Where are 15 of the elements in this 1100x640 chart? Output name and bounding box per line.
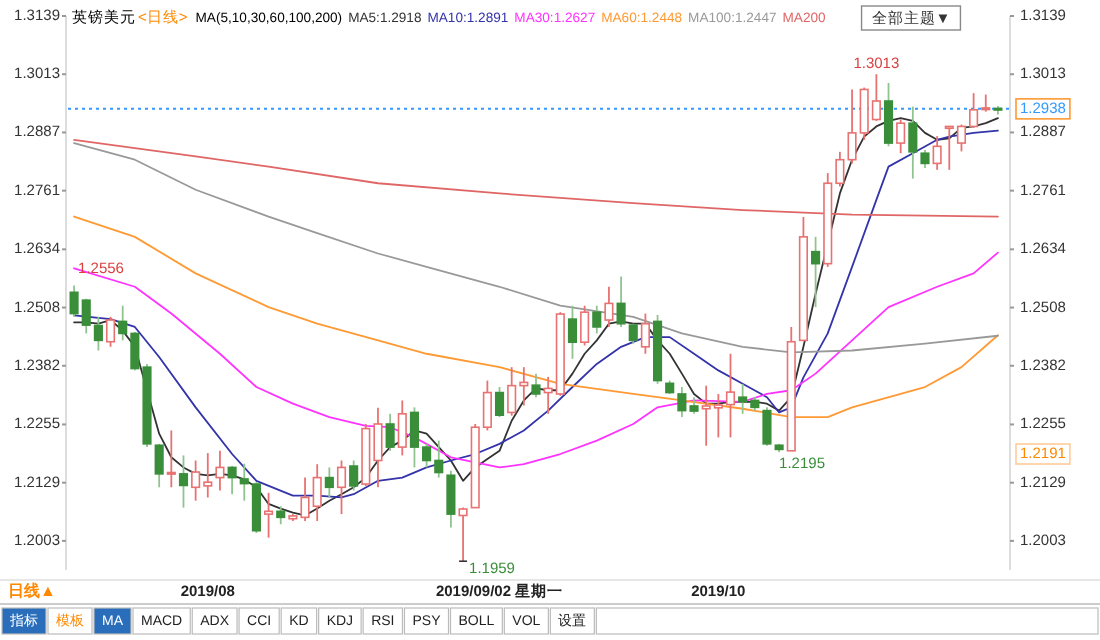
candlestick — [227, 466, 237, 496]
candlestick — [178, 454, 189, 509]
candlestick — [166, 429, 176, 489]
candlestick — [215, 449, 225, 492]
candlestick — [264, 491, 274, 539]
candlestick — [604, 285, 614, 328]
line-series — [73, 251, 999, 469]
line-series — [73, 142, 999, 354]
candlestick — [397, 399, 407, 457]
candlestick — [276, 505, 286, 526]
text: 日线▲ — [8, 582, 56, 601]
candlestick — [932, 135, 942, 171]
line-series — [73, 215, 999, 418]
candlestick — [349, 459, 359, 492]
candlestick — [324, 466, 334, 499]
